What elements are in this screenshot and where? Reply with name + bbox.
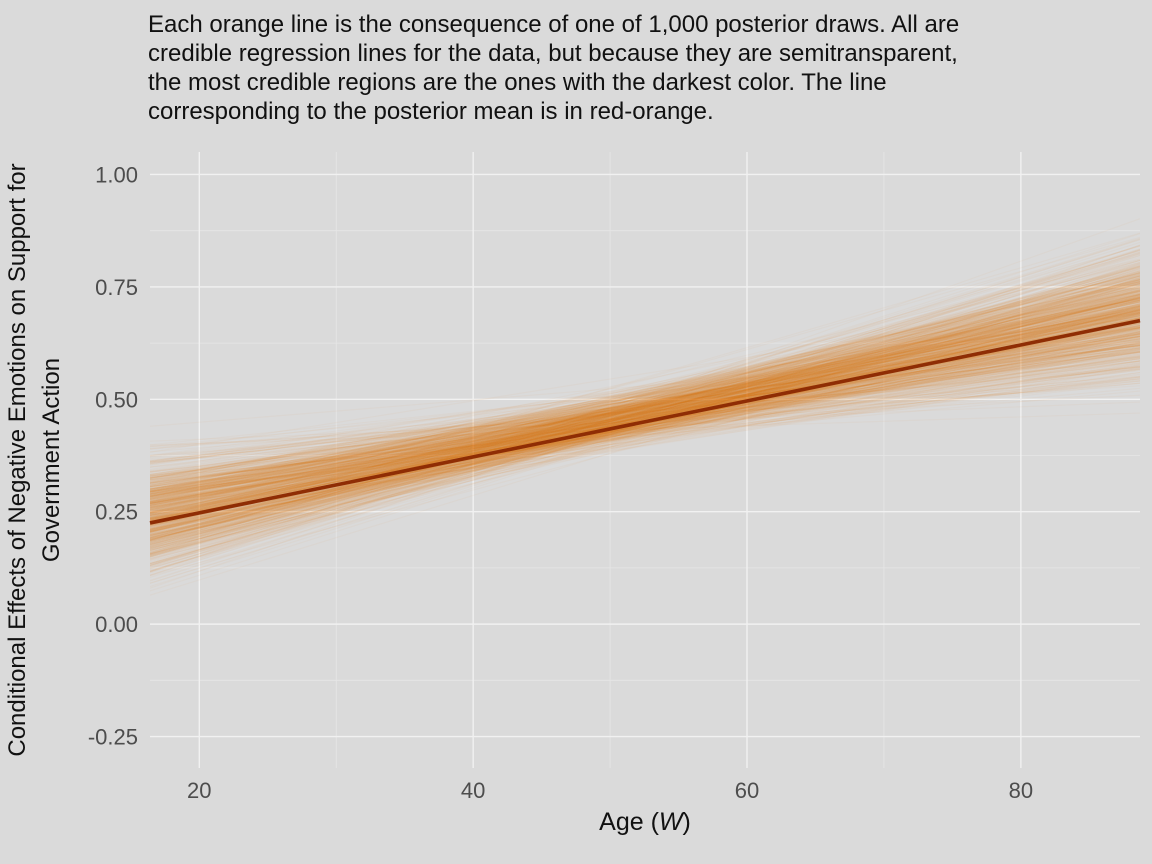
chart-title-line: credible regression lines for the data, …: [148, 40, 958, 67]
chart-title-line: the most credible regions are the ones w…: [148, 69, 887, 96]
y-tick-label: 0.25: [95, 500, 138, 525]
posterior-draw-lines: [150, 219, 1140, 595]
posterior-mean-line: [149, 318, 1141, 525]
posterior-draw-line: [150, 300, 1140, 513]
chart-title-line: corresponding to the posterior mean is i…: [148, 98, 714, 125]
y-tick-label: 0.50: [95, 387, 138, 412]
x-axis-title-prefix: Age (: [599, 808, 659, 836]
y-tick-label: 0.00: [95, 612, 138, 637]
y-tick-label: 0.75: [95, 275, 138, 300]
y-tick-label: 1.00: [95, 162, 138, 187]
x-tick-label: 40: [461, 778, 485, 803]
posterior-draw-line: [150, 276, 1140, 548]
posterior-draw-line: [150, 322, 1140, 532]
x-axis-title-variable: W: [658, 808, 683, 836]
x-axis-title-suffix: ): [682, 808, 691, 836]
posterior-draw-line: [150, 318, 1140, 515]
x-axis-title: Age (W): [150, 808, 1140, 837]
y-tick-label: -0.25: [88, 725, 138, 750]
x-tick-label: 60: [735, 778, 759, 803]
x-tick-label: 80: [1009, 778, 1033, 803]
chart-title: Each orange line is the consequence of o…: [148, 10, 1148, 126]
x-tick-label: 20: [187, 778, 211, 803]
posterior-draw-line: [150, 289, 1140, 531]
chart-title-line: Each orange line is the consequence of o…: [148, 11, 960, 38]
y-axis-title: Conditional Effects of Negative Emotions…: [4, 163, 65, 757]
